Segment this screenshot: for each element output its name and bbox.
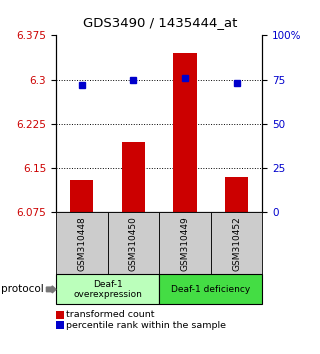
Text: transformed count: transformed count [66, 310, 155, 319]
Text: protocol: protocol [1, 284, 44, 295]
Bar [122, 142, 145, 212]
Text: GSM310450: GSM310450 [129, 216, 138, 271]
Text: Deaf-1
overexpression: Deaf-1 overexpression [73, 280, 142, 299]
Text: percentile rank within the sample: percentile rank within the sample [66, 321, 226, 330]
Bar [173, 53, 196, 212]
Text: GDS3490 / 1435444_at: GDS3490 / 1435444_at [83, 16, 237, 29]
Text: GSM310452: GSM310452 [232, 216, 241, 271]
Bar [70, 180, 93, 212]
Bar [225, 177, 248, 212]
Text: GSM310449: GSM310449 [180, 216, 189, 271]
Text: Deaf-1 deficiency: Deaf-1 deficiency [171, 285, 251, 294]
Text: GSM310448: GSM310448 [77, 216, 86, 271]
